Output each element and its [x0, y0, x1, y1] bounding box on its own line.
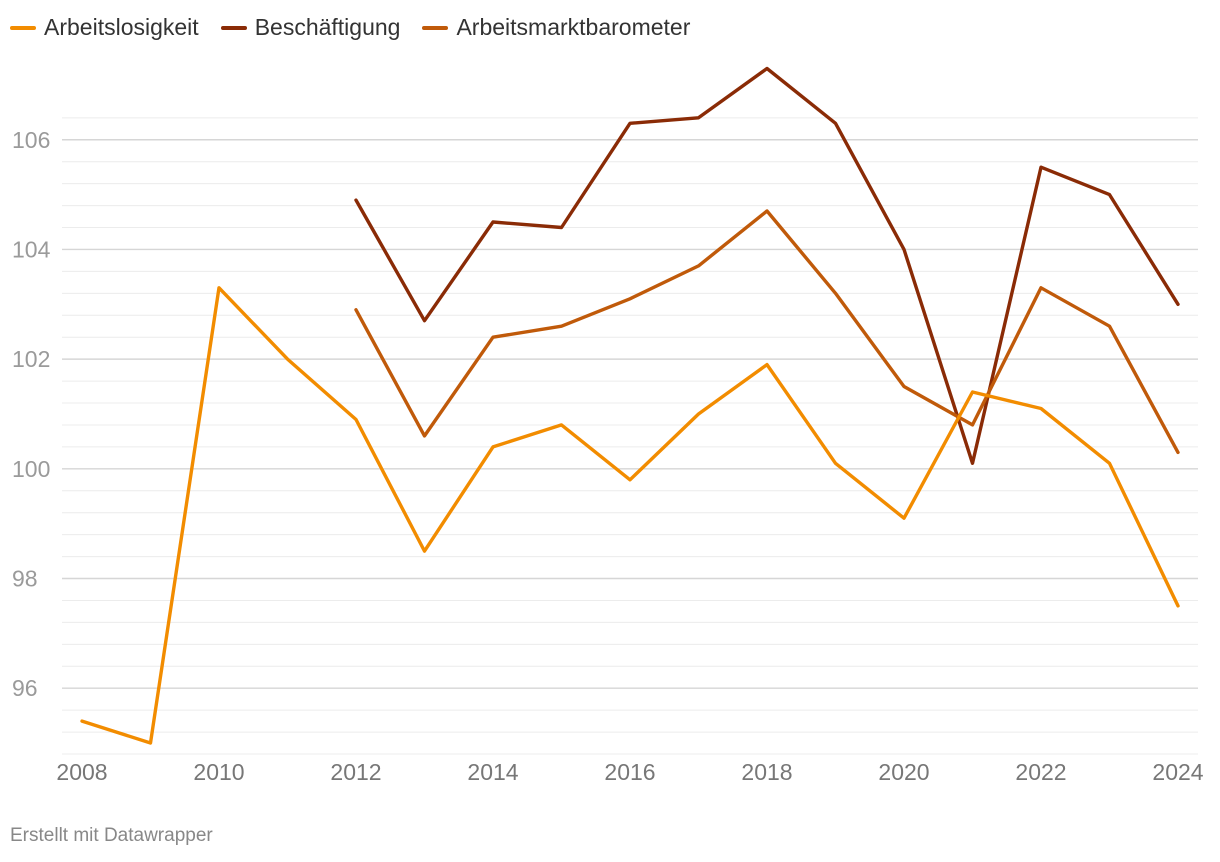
- x-axis-ticks: 2008 2010 2012 2014 2016 2018 2020 2022 2024: [56, 759, 1203, 785]
- x-tick-label: 2020: [878, 759, 929, 785]
- legend-label-arbeitsmarktbarometer: Arbeitsmarktbarometer: [456, 14, 691, 40]
- x-tick-label: 2016: [604, 759, 655, 785]
- legend-swatch-beschaeftigung: [220, 25, 247, 30]
- legend-item-beschaeftigung: Beschäftigung: [220, 14, 401, 41]
- legend-swatch-arbeitslosigkeit: [10, 25, 36, 30]
- x-tick-label: 2012: [330, 759, 381, 785]
- x-tick-label: 2022: [1015, 759, 1066, 785]
- x-tick-label: 2018: [741, 759, 792, 785]
- x-tick-label: 2010: [193, 759, 244, 785]
- series-line-arbeitslosigkeit: [80, 286, 1180, 745]
- legend-item-arbeitslosigkeit: Arbeitslosigkeit: [10, 14, 199, 41]
- y-tick-label: 96: [12, 675, 38, 701]
- y-axis-ticks: 96 98 100 102 104 106: [12, 127, 51, 701]
- legend-label-beschaeftigung: Beschäftigung: [254, 14, 401, 40]
- legend-item-arbeitsmarktbarometer: Arbeitsmarktbarometer: [422, 14, 690, 41]
- legend-swatch-arbeitsmarktbarometer: [422, 25, 449, 30]
- y-tick-label: 100: [12, 456, 50, 482]
- x-tick-label: 2014: [467, 759, 518, 785]
- series-lines: [80, 66, 1180, 745]
- y-tick-label: 104: [12, 236, 51, 262]
- x-tick-label: 2008: [56, 759, 107, 785]
- legend-label-arbeitslosigkeit: Arbeitslosigkeit: [44, 14, 199, 40]
- y-tick-label: 102: [12, 346, 50, 372]
- chart-legend: Arbeitslosigkeit Beschäftigung Arbeitsma…: [10, 14, 690, 41]
- series-line-beschftigung: [354, 66, 1180, 465]
- footer-credit: Erstellt mit Datawrapper: [10, 825, 213, 846]
- x-tick-label: 2024: [1152, 759, 1203, 785]
- series-line-arbeitsmarktbarometer: [354, 209, 1180, 455]
- y-tick-label: 106: [12, 127, 50, 153]
- grid-lines: [62, 117, 1198, 755]
- y-tick-label: 98: [12, 566, 38, 592]
